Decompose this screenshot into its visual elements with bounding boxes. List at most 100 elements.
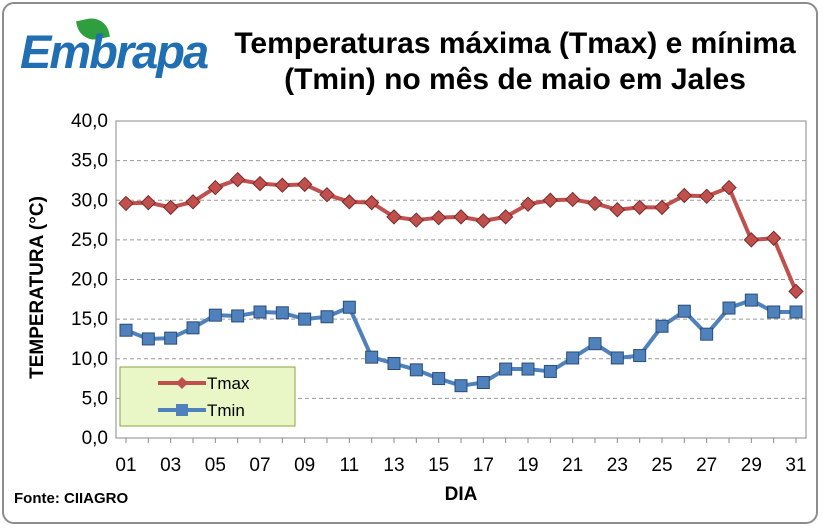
- x-tick-label: 09: [294, 455, 315, 476]
- legend-marker: [176, 377, 188, 389]
- y-tick-label: 10,0: [71, 349, 108, 370]
- logo-text: Embrapa: [20, 25, 209, 78]
- data-point: [298, 312, 312, 326]
- x-tick-label: 29: [741, 455, 762, 476]
- legend-item-tmax: Tmax: [158, 374, 250, 393]
- legend: Tmax Tmin: [119, 366, 296, 427]
- y-tick-label: 0,0: [82, 428, 108, 449]
- x-tick-label: 25: [651, 455, 672, 476]
- data-point: [744, 293, 758, 307]
- y-axis-title: TEMPERATURA (°C): [27, 196, 48, 379]
- data-point: [564, 191, 581, 208]
- x-tick-label: 11: [339, 455, 359, 476]
- data-point: [141, 332, 155, 346]
- data-point: [765, 230, 782, 246]
- x-tick-labels: 01 03 05 07 09 11 13 15 17 19 21 23 25 27 29 31: [115, 438, 807, 476]
- data-point: [722, 301, 736, 315]
- data-point: [655, 319, 669, 333]
- data-point: [453, 209, 469, 225]
- series-line: [125, 177, 798, 293]
- y-tick-label: 15,0: [71, 309, 108, 330]
- data-point: [430, 209, 447, 226]
- data-point: [633, 349, 647, 363]
- data-point: [476, 376, 490, 390]
- data-point: [387, 357, 401, 371]
- series-group: [118, 171, 804, 393]
- y-tick-label: 20,0: [71, 270, 108, 291]
- data-point: [654, 199, 670, 216]
- x-tick-label: 03: [160, 455, 181, 476]
- data-point: [631, 199, 648, 216]
- data-point: [319, 186, 335, 203]
- data-point: [229, 171, 246, 188]
- x-tick-label: 15: [428, 455, 449, 476]
- data-point: [408, 212, 425, 228]
- data-point: [610, 351, 624, 365]
- source-note: Fonte: CIIAGRO: [14, 490, 129, 507]
- data-point: [543, 364, 557, 378]
- data-point: [432, 372, 446, 386]
- chart-title-line1: Temperaturas máxima (Tmax) e mínima: [234, 27, 796, 60]
- legend-box: [119, 366, 296, 427]
- data-point: [700, 327, 714, 341]
- data-point: [342, 300, 356, 314]
- data-point: [208, 308, 222, 322]
- data-point: [566, 351, 580, 365]
- data-point: [386, 209, 402, 225]
- data-point: [475, 213, 492, 229]
- data-point: [274, 177, 291, 193]
- data-point: [253, 305, 267, 319]
- legend-item-tmin: Tmin: [158, 401, 245, 420]
- series-tmin: [119, 293, 803, 393]
- legend-marker: [176, 404, 188, 416]
- x-tick-label: 23: [607, 455, 628, 476]
- x-tick-label: 21: [562, 455, 583, 476]
- series-tmax: [118, 171, 804, 300]
- data-point: [140, 194, 157, 211]
- x-tick-label: 27: [696, 455, 717, 476]
- data-point: [743, 232, 760, 248]
- data-point: [164, 331, 178, 345]
- data-point: [252, 175, 268, 192]
- data-point: [677, 304, 691, 318]
- data-point: [698, 188, 715, 204]
- y-tick-label: 35,0: [71, 151, 108, 172]
- chart-frame: [2, 2, 818, 524]
- data-point: [231, 309, 245, 323]
- x-tick-label: 01: [115, 455, 136, 476]
- data-point: [721, 179, 737, 196]
- data-point: [296, 176, 313, 193]
- data-point: [767, 305, 781, 319]
- data-point: [454, 379, 468, 393]
- x-tick-label: 07: [249, 455, 270, 476]
- data-point: [320, 310, 334, 324]
- data-point: [609, 202, 626, 218]
- x-tick-label: 19: [517, 455, 538, 476]
- x-tick-label: 17: [473, 455, 494, 476]
- data-point: [118, 195, 134, 212]
- data-point: [542, 192, 559, 208]
- data-point: [363, 194, 380, 211]
- data-point: [409, 363, 423, 377]
- y-tick-label: 5,0: [82, 388, 108, 409]
- y-tick-label: 25,0: [71, 230, 108, 251]
- data-point: [521, 362, 535, 376]
- legend-label: Tmin: [207, 401, 245, 420]
- data-point: [789, 305, 803, 319]
- data-point: [587, 195, 603, 212]
- data-point: [119, 323, 133, 337]
- data-point: [588, 337, 602, 351]
- data-point: [365, 350, 379, 364]
- data-point: [499, 362, 513, 376]
- x-tick-label: 31: [785, 455, 806, 476]
- data-point: [207, 179, 224, 196]
- x-axis-title: DIA: [445, 484, 478, 505]
- data-point: [162, 199, 179, 216]
- data-point: [341, 194, 358, 210]
- y-tick-label: 40,0: [71, 111, 108, 132]
- legend-label: Tmax: [207, 374, 250, 393]
- embrapa-logo: Embrapa: [8, 15, 209, 80]
- data-point: [497, 209, 514, 225]
- chart-title: Temperaturas máxima (Tmax) e mínima (Tmi…: [210, 26, 820, 98]
